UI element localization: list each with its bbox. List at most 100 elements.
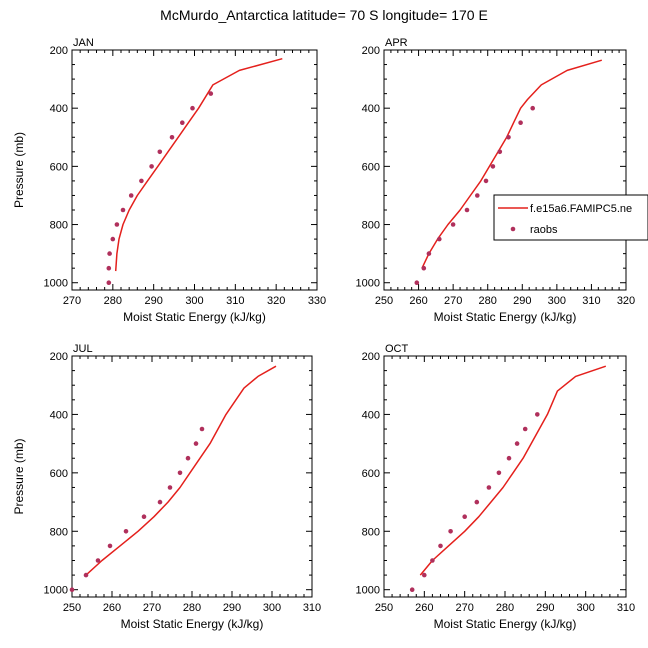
raobs-point <box>193 441 199 446</box>
raobs-point <box>483 178 489 184</box>
panel-jan: 270 280 290 300 310 320 330 200 400 600 800 1000 JAN… <box>12 37 326 324</box>
chart-panels: 270 280 290 300 310 320 330 200 400 600 800 1000 JAN… <box>12 37 648 631</box>
raobs-point <box>409 587 415 592</box>
model-line <box>419 365 607 576</box>
raobs-point <box>114 222 120 227</box>
y-tick-label: 1000 <box>356 585 380 597</box>
y-tick-label: 1000 <box>44 278 68 290</box>
legend-entry-raobs: raobs <box>530 224 558 236</box>
raobs-point <box>106 280 112 286</box>
x-tick-label: 280 <box>496 602 514 614</box>
y-tick-label: 200 <box>362 351 380 363</box>
raobs-point <box>157 499 163 505</box>
raobs-point <box>107 251 112 256</box>
x-tick-label: 290 <box>223 602 241 614</box>
raobs-point <box>496 470 502 476</box>
y-tick-label: 200 <box>50 45 68 57</box>
x-tick-label: 300 <box>263 602 281 614</box>
panel-label: JAN <box>73 37 94 49</box>
raobs-point <box>426 251 432 256</box>
x-axis-label: Moist Static Energy (kJ/kg) <box>121 617 264 631</box>
raobs-point <box>522 426 528 432</box>
raobs-point <box>107 543 113 549</box>
raobs-point <box>514 441 520 446</box>
panel-label: APR <box>385 37 408 49</box>
y-tick-label: 800 <box>362 526 380 538</box>
raobs-point <box>438 543 443 549</box>
raobs-point <box>69 587 75 592</box>
y-tick-label: 600 <box>362 161 380 173</box>
y-tick-label: 600 <box>362 468 380 480</box>
x-tick-label: 250 <box>375 602 393 614</box>
raobs-point <box>177 470 183 476</box>
y-tick-label: 400 <box>362 409 380 421</box>
plot-frame <box>71 355 313 598</box>
raobs-point <box>475 193 480 198</box>
raobs-point <box>518 120 523 125</box>
raobs-point <box>474 499 480 505</box>
raobs-point <box>414 280 420 286</box>
raobs-point <box>169 135 175 140</box>
y-tick-label: 600 <box>50 468 68 480</box>
raobs-point <box>190 105 195 111</box>
raobs-point <box>110 236 116 242</box>
raobs-point <box>421 265 427 271</box>
y-tick-label: 600 <box>50 161 68 173</box>
x-tick-label: 260 <box>415 602 433 614</box>
figure-title: McMurdo_Antarctica latitude= 70 S longit… <box>160 7 488 23</box>
y-tick-label: 400 <box>50 409 68 421</box>
x-tick-label: 280 <box>104 295 122 307</box>
x-tick-label: 320 <box>267 295 285 307</box>
y-tick-label: 200 <box>50 351 68 363</box>
y-tick-label: 800 <box>50 220 68 232</box>
y-tick-label: 800 <box>362 220 380 232</box>
x-tick-label: 300 <box>576 602 594 614</box>
panel-label: JUL <box>73 343 93 355</box>
y-tick-label: 400 <box>362 103 380 115</box>
y-axis-label: Pressure (mb) <box>12 132 26 208</box>
x-tick-label: 300 <box>548 295 566 307</box>
legend: f.e15a6.FAMIPC5.ne raobs <box>493 194 648 241</box>
x-tick-label: 270 <box>455 602 473 614</box>
panel-apr: 250 260 270 280 290 300 310 320 200 400 600 800 1000… <box>356 37 648 324</box>
raobs-point <box>120 207 126 213</box>
plot-frame <box>383 355 627 598</box>
x-tick-label: 270 <box>143 602 161 614</box>
x-tick-label: 290 <box>513 295 531 307</box>
x-tick-label: 270 <box>63 295 81 307</box>
raobs-point <box>128 193 134 198</box>
legend-marker-swatch <box>510 226 516 232</box>
raobs-point <box>199 426 205 432</box>
raobs-point <box>185 455 191 461</box>
raobs-point <box>141 514 147 519</box>
raobs-point <box>106 265 112 271</box>
raobs-point <box>422 572 427 578</box>
y-tick-label: 800 <box>50 526 68 538</box>
x-tick-label: 250 <box>63 602 81 614</box>
x-tick-label: 290 <box>536 602 554 614</box>
raobs-point <box>497 149 503 155</box>
x-tick-label: 300 <box>185 295 203 307</box>
x-tick-label: 310 <box>617 602 635 614</box>
panel-jul: 250 260 270 280 290 300 310 200 400 600 800 1000 JUL… <box>12 343 321 631</box>
x-tick-label: 270 <box>444 295 462 307</box>
y-tick-label: 1000 <box>356 278 380 290</box>
model-line <box>85 365 277 576</box>
y-tick-label: 200 <box>362 45 380 57</box>
x-tick-label: 310 <box>226 295 244 307</box>
x-tick-label: 280 <box>479 295 497 307</box>
x-tick-label: 290 <box>144 295 162 307</box>
x-tick-label: 330 <box>308 295 326 307</box>
panel-label: OCT <box>385 343 409 355</box>
raobs-point <box>180 120 185 125</box>
x-tick-label: 310 <box>582 295 600 307</box>
x-tick-label: 250 <box>375 295 393 307</box>
raobs-point <box>506 455 512 461</box>
raobs-point <box>149 164 154 169</box>
x-tick-label: 260 <box>409 295 427 307</box>
x-tick-label: 320 <box>617 295 635 307</box>
raobs-point <box>208 91 214 96</box>
raobs-point <box>506 135 511 140</box>
raobs-point <box>448 529 453 534</box>
